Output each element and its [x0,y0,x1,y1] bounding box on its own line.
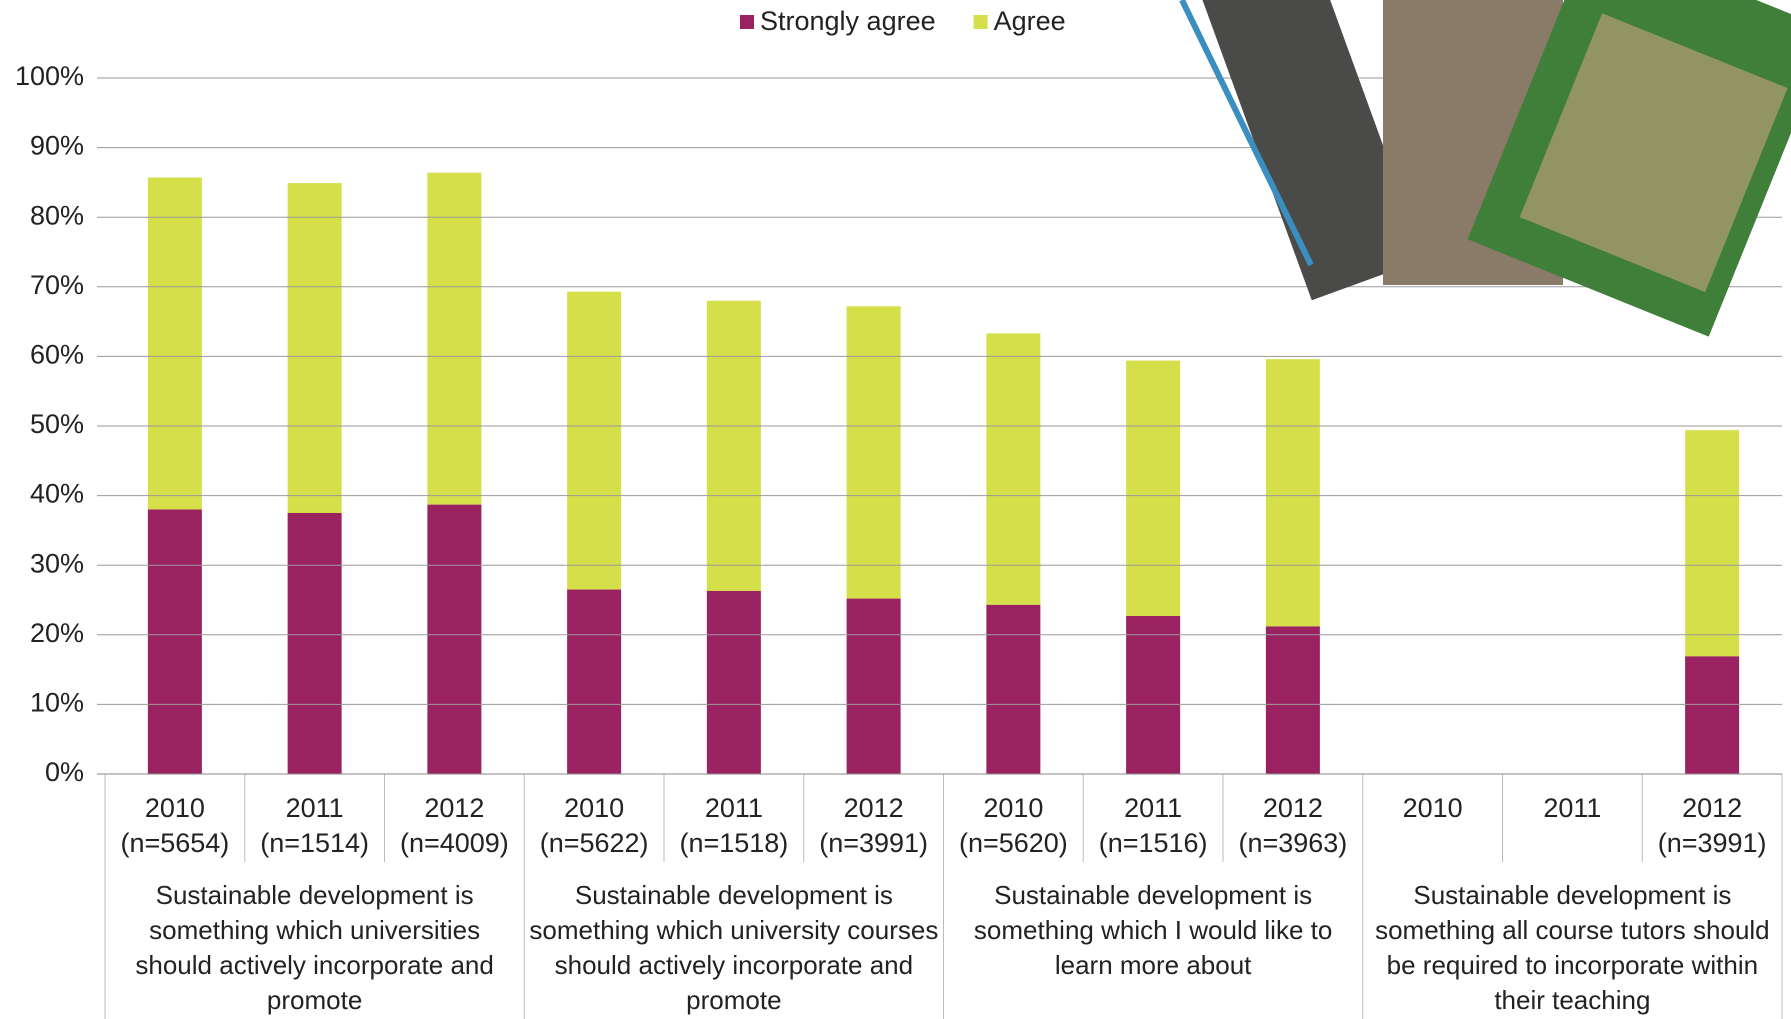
y-tick-label: 100% [15,61,84,91]
y-tick-label: 50% [30,409,84,439]
bar-segment [986,604,1041,774]
bar-segment [986,333,1041,605]
y-tick-label: 60% [30,340,84,370]
bar-segment [1685,656,1740,774]
legend-label: Strongly agree [760,6,936,36]
sample-size-label: (n=5654) [120,828,229,858]
x-tick-label: 2010 [145,793,205,823]
photo [1519,13,1788,293]
bar-segment [846,306,901,599]
x-tick-label: 2011 [1124,793,1182,823]
bar-segment [567,589,622,774]
y-tick-label: 10% [30,688,84,718]
sample-size-label: (n=1516) [1099,828,1208,858]
group-label: Sustainable development is something whi… [529,880,939,1015]
bar-segment [567,291,622,590]
legend-swatch [740,15,754,29]
y-tick-label: 90% [30,131,84,161]
x-tick-label: 2012 [844,793,904,823]
bar-segment [846,598,901,774]
bar-segment [1126,360,1181,617]
x-tick-label: 2012 [424,793,484,823]
x-tick-label: 2010 [564,793,624,823]
bar-segment [287,513,342,774]
bar-segment [1265,359,1320,627]
group-label: Sustainable development is something whi… [135,880,494,1015]
y-tick-label: 30% [30,548,84,578]
x-tick-label: 2012 [1263,793,1323,823]
sample-size-label: (n=3963) [1238,828,1347,858]
bar-segment [706,300,761,591]
decor-line [1179,0,1314,267]
bar-segment [427,172,482,505]
sample-size-label: (n=5622) [540,828,649,858]
brochure-photos [1179,0,1791,337]
legend-label: Agree [994,6,1066,36]
photo [1198,0,1425,301]
x-tick-label: 2011 [1543,793,1601,823]
sample-size-label: (n=3991) [1658,828,1767,858]
y-tick-label: 0% [45,757,84,787]
legend-swatch [973,15,988,29]
bar-segment [427,504,482,774]
bar-segment [147,509,202,774]
y-tick-label: 70% [30,270,84,300]
group-label: Sustainable development is something whi… [973,880,1333,980]
x-tick-label: 2012 [1682,793,1742,823]
x-tick-label: 2010 [983,793,1043,823]
y-tick-label: 40% [30,479,84,509]
sample-size-label: (n=1514) [260,828,369,858]
x-tick-label: 2010 [1403,793,1463,823]
bar-segment [147,177,202,510]
bar-segment [1126,616,1181,774]
bar-segment [706,590,761,774]
sample-size-label: (n=5620) [959,828,1068,858]
bar-segment [287,183,342,513]
sample-size-label: (n=1518) [679,828,788,858]
sample-size-label: (n=3991) [819,828,928,858]
x-tick-label: 2011 [286,793,344,823]
x-tick-label: 2011 [705,793,763,823]
y-tick-label: 20% [30,618,84,648]
group-label: Sustainable development is something all… [1375,880,1770,1015]
bar-segment [1685,430,1740,657]
sample-size-label: (n=4009) [400,828,509,858]
y-tick-label: 80% [30,200,84,230]
bar-segment [1265,626,1320,774]
